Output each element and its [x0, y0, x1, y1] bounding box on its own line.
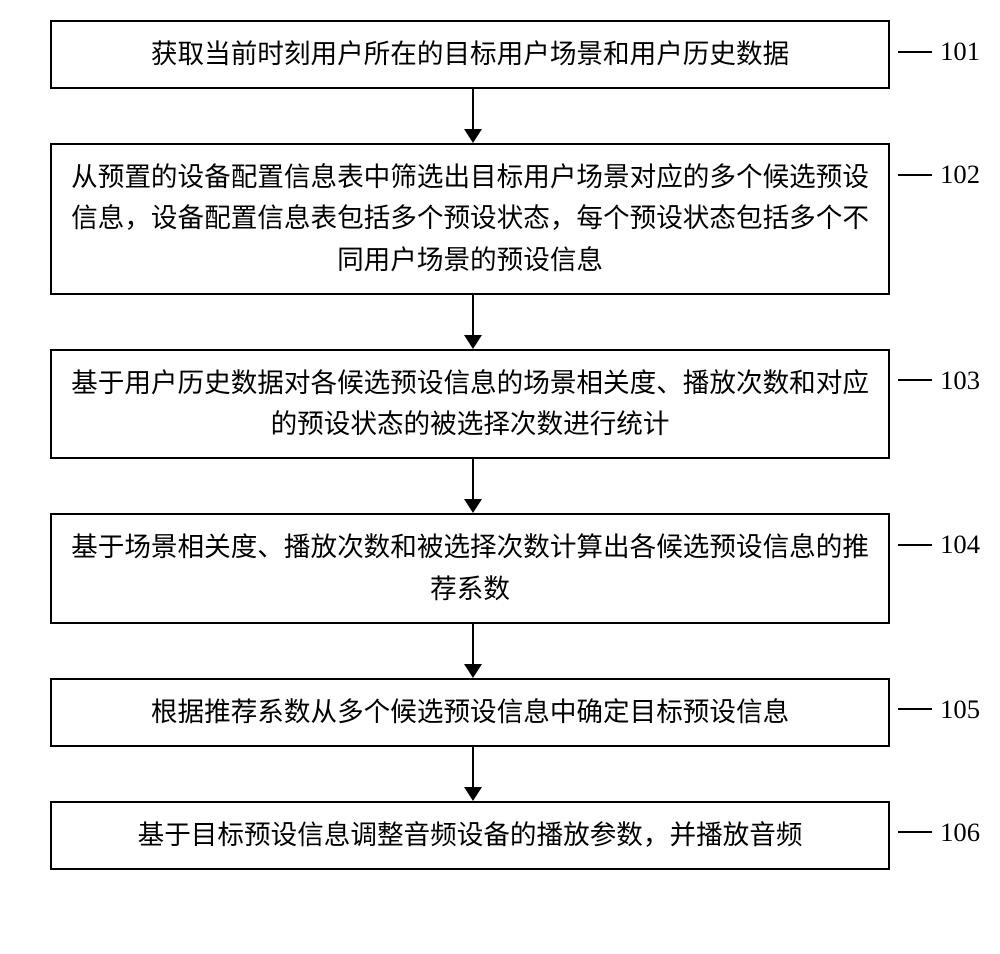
leader-line	[898, 379, 932, 381]
leader-line	[898, 708, 932, 710]
arrow-head-icon	[464, 787, 482, 801]
arrow-stem	[472, 459, 474, 499]
flow-step-box: 获取当前时刻用户所在的目标用户场景和用户历史数据	[50, 20, 890, 89]
flow-step-row: 根据推荐系数从多个候选预设信息中确定目标预设信息 105	[20, 678, 980, 747]
flow-step-row: 基于用户历史数据对各候选预设信息的场景相关度、播放次数和对应的预设状态的被选择次…	[20, 349, 980, 459]
arrow-stem	[472, 624, 474, 664]
step-number: 103	[940, 365, 980, 396]
step-leader: 104	[898, 529, 980, 560]
arrow-head-icon	[464, 664, 482, 678]
flow-arrow	[472, 295, 474, 349]
arrow-stem	[472, 295, 474, 335]
flow-arrow	[472, 459, 474, 513]
flow-arrow	[472, 747, 474, 801]
arrow-head-icon	[464, 129, 482, 143]
flow-step-row: 获取当前时刻用户所在的目标用户场景和用户历史数据 101	[20, 20, 980, 89]
leader-line	[898, 544, 932, 546]
step-leader: 105	[898, 694, 980, 725]
arrow-stem	[472, 89, 474, 129]
flow-step-text: 基于场景相关度、播放次数和被选择次数计算出各候选预设信息的推荐系数	[70, 527, 870, 609]
step-number: 102	[940, 159, 980, 190]
arrow-head-icon	[464, 499, 482, 513]
flow-step-row: 基于场景相关度、播放次数和被选择次数计算出各候选预设信息的推荐系数 104	[20, 513, 980, 623]
flow-step-box: 根据推荐系数从多个候选预设信息中确定目标预设信息	[50, 678, 890, 747]
step-leader: 106	[898, 817, 980, 848]
step-number: 105	[940, 694, 980, 725]
leader-line	[898, 831, 932, 833]
step-number: 106	[940, 817, 980, 848]
flowchart-container: 获取当前时刻用户所在的目标用户场景和用户历史数据 101 从预置的设备配置信息表中筛…	[20, 20, 980, 870]
step-leader: 102	[898, 159, 980, 190]
flow-step-box: 基于场景相关度、播放次数和被选择次数计算出各候选预设信息的推荐系数	[50, 513, 890, 623]
step-number: 104	[940, 529, 980, 560]
leader-line	[898, 174, 932, 176]
flow-step-text: 基于用户历史数据对各候选预设信息的场景相关度、播放次数和对应的预设状态的被选择次…	[70, 363, 870, 445]
flow-step-box: 从预置的设备配置信息表中筛选出目标用户场景对应的多个候选预设信息，设备配置信息表…	[50, 143, 890, 295]
step-number: 101	[940, 36, 980, 67]
flow-step-text: 基于目标预设信息调整音频设备的播放参数，并播放音频	[138, 815, 803, 856]
arrow-stem	[472, 747, 474, 787]
flow-step-text: 根据推荐系数从多个候选预设信息中确定目标预设信息	[151, 692, 789, 733]
flow-step-row: 从预置的设备配置信息表中筛选出目标用户场景对应的多个候选预设信息，设备配置信息表…	[20, 143, 980, 295]
flow-arrow	[472, 624, 474, 678]
leader-line	[898, 51, 932, 53]
flow-step-text: 从预置的设备配置信息表中筛选出目标用户场景对应的多个候选预设信息，设备配置信息表…	[70, 157, 870, 281]
flow-step-text: 获取当前时刻用户所在的目标用户场景和用户历史数据	[151, 34, 789, 75]
flow-step-box: 基于目标预设信息调整音频设备的播放参数，并播放音频	[50, 801, 890, 870]
arrow-head-icon	[464, 335, 482, 349]
flow-step-row: 基于目标预设信息调整音频设备的播放参数，并播放音频 106	[20, 801, 980, 870]
flow-step-box: 基于用户历史数据对各候选预设信息的场景相关度、播放次数和对应的预设状态的被选择次…	[50, 349, 890, 459]
step-leader: 103	[898, 365, 980, 396]
flow-arrow	[472, 89, 474, 143]
step-leader: 101	[898, 36, 980, 67]
